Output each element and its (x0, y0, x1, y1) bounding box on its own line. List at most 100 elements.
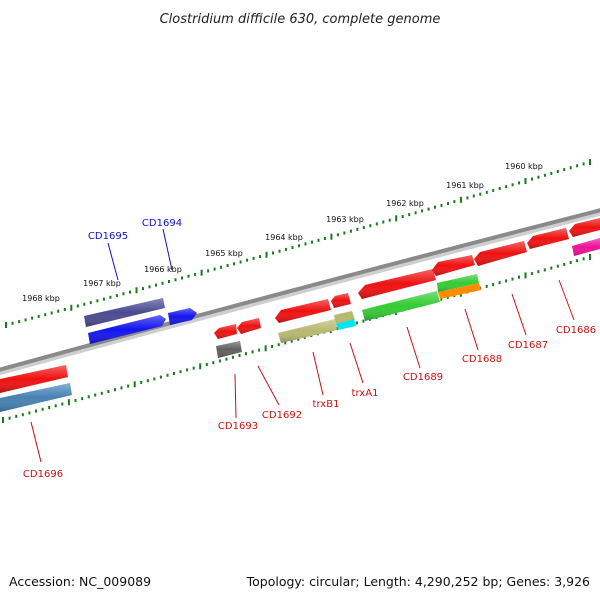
minor-tick (427, 207, 430, 211)
minor-tick (225, 357, 228, 361)
connector-CD1686 (558, 279, 575, 321)
major-tick (330, 233, 333, 240)
gene-CD1687[interactable] (474, 241, 527, 266)
major-tick (589, 159, 591, 165)
minor-tick (479, 192, 482, 196)
kbp-label-1963: 1963 kbp (326, 215, 364, 224)
kbp-label-1968: 1968 kbp (22, 294, 60, 303)
gene-trxA1[interactable] (336, 319, 356, 330)
label-CD1696[interactable]: CD1696 (23, 469, 63, 480)
minor-tick (556, 264, 559, 268)
minor-tick (207, 269, 210, 273)
label-CD1686[interactable]: CD1686 (556, 325, 596, 336)
gene-CD1696-red[interactable] (0, 365, 68, 393)
minor-tick (159, 375, 162, 379)
minor-tick (297, 337, 300, 341)
major-tick (459, 196, 462, 203)
minor-tick (498, 187, 501, 190)
minor-tick (122, 292, 125, 296)
minor-tick (355, 321, 358, 325)
major-tick (135, 287, 138, 294)
minor-tick (447, 202, 449, 205)
gene-CD1686[interactable] (572, 238, 600, 256)
minor-tick (582, 162, 585, 166)
genome-backbone (0, 208, 600, 372)
minor-tick (537, 175, 540, 179)
gene-trxB1[interactable] (278, 319, 337, 343)
minor-tick (388, 218, 391, 222)
minor-tick (362, 226, 365, 229)
minor-tick (311, 240, 313, 244)
minor-tick (142, 287, 144, 291)
minor-tick (87, 395, 90, 399)
label-CD1693[interactable]: CD1693 (218, 421, 258, 432)
label-CD1694[interactable]: CD1694 (142, 218, 182, 229)
minor-tick (11, 321, 14, 325)
minor-tick (61, 402, 64, 406)
minor-tick (48, 406, 51, 409)
label-CD1689[interactable]: CD1689 (403, 372, 443, 383)
connector-CD1688 (464, 308, 479, 351)
gene-CD1688-red[interactable] (432, 255, 475, 276)
kbp-label-1964: 1964 kbp (265, 233, 303, 242)
minor-tick (102, 297, 105, 301)
label-trxB1[interactable]: trxB1 (313, 399, 340, 410)
minor-tick (498, 281, 501, 285)
label-CD1692[interactable]: CD1692 (262, 410, 302, 421)
kbp-label-1966: 1966 kbp (144, 265, 182, 274)
label-CD1688[interactable]: CD1688 (462, 354, 502, 365)
minor-tick (453, 200, 456, 204)
gene-CD1692[interactable] (237, 318, 261, 334)
minor-tick (18, 320, 21, 324)
minor-tick (100, 391, 103, 395)
minor-tick (304, 242, 307, 246)
minor-tick (356, 227, 359, 231)
minor-tick (213, 267, 216, 271)
minor-tick (317, 238, 320, 242)
gene-CD1688[interactable] (438, 283, 481, 299)
gene-CD1689-red[interactable] (358, 269, 436, 299)
minor-tick (569, 261, 572, 264)
minor-tick (15, 414, 18, 418)
minor-tick (290, 339, 293, 343)
minor-tick (28, 411, 31, 415)
gene-trxA1-red[interactable] (331, 293, 351, 308)
gene-CD1693-upper[interactable] (214, 324, 237, 339)
minor-tick (54, 404, 57, 408)
minor-tick (271, 345, 274, 348)
major-tick (133, 381, 136, 388)
minor-tick (146, 379, 149, 383)
major-tick (5, 322, 7, 328)
minor-tick (382, 220, 385, 224)
gene-CD1696[interactable] (0, 383, 72, 412)
minor-tick (76, 304, 79, 308)
minor-tick (44, 313, 47, 317)
gene-CD1693[interactable] (216, 341, 242, 358)
minor-tick (212, 361, 215, 365)
gene-CD1695[interactable] (84, 298, 165, 327)
minor-tick (220, 265, 223, 269)
gene-CD1686-upper[interactable] (569, 218, 600, 237)
minor-tick (272, 251, 274, 255)
label-CD1687[interactable]: CD1687 (508, 340, 548, 351)
minor-tick (511, 277, 514, 281)
gene-CD1694[interactable] (168, 308, 197, 325)
gene-trxB1-red[interactable] (275, 299, 331, 323)
minor-tick (81, 397, 84, 401)
gene-CD1689[interactable] (362, 291, 440, 321)
kbp-label-1961: 1961 kbp (446, 181, 484, 190)
minor-tick (582, 257, 585, 261)
minor-tick (323, 237, 326, 240)
label-CD1695[interactable]: CD1695 (88, 231, 128, 242)
minor-tick (440, 297, 443, 301)
minor-tick (148, 285, 151, 289)
minor-tick (336, 326, 339, 330)
gene-CD1688-green[interactable] (437, 274, 479, 292)
minor-tick (226, 264, 229, 267)
minor-tick (114, 388, 116, 392)
kbp-label-1960: 1960 kbp (505, 162, 543, 171)
gene-CD1694-block-a[interactable] (88, 315, 166, 344)
gene-CD1686-red[interactable] (527, 228, 569, 249)
minor-tick (31, 316, 34, 320)
label-trxA1[interactable]: trxA1 (352, 388, 379, 399)
